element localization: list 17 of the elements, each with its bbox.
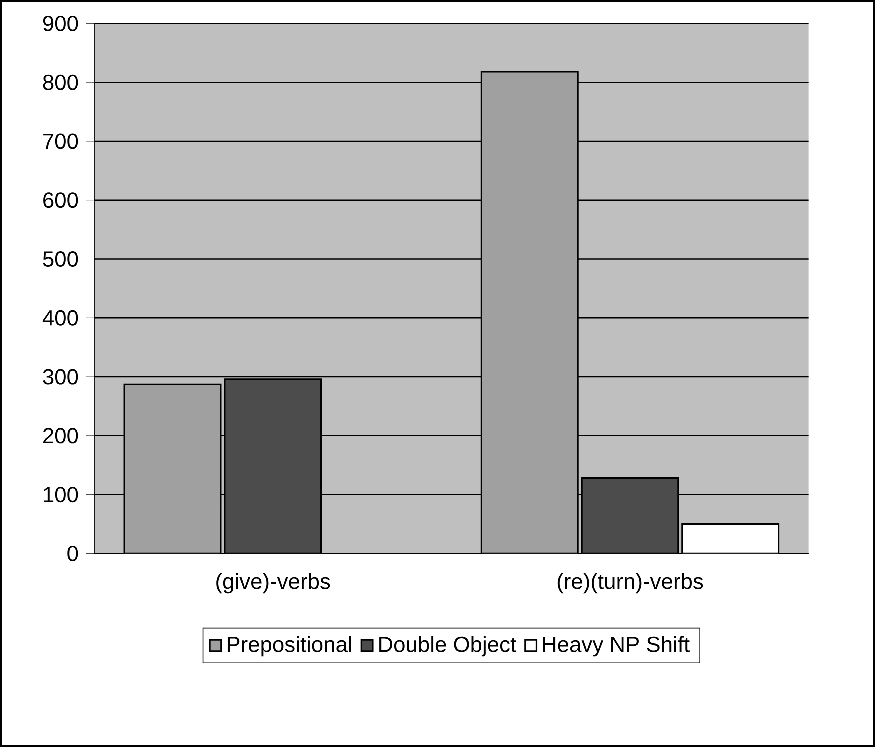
legend-label: Prepositional	[228, 636, 352, 656]
y-tick-label: 800	[43, 74, 78, 90]
legend-label: Heavy NP Shift	[543, 636, 690, 656]
bar	[124, 384, 222, 554]
y-tick-label: 500	[43, 251, 78, 267]
y-tick-label: 400	[42, 310, 78, 326]
x-tick-label: (give)-verbs	[216, 573, 330, 594]
y-tick-label: 100	[44, 486, 78, 502]
y-tick-label: 0	[68, 546, 78, 562]
y-tick-label: 300	[43, 369, 78, 385]
legend-label: Double Object	[380, 636, 516, 656]
y-tick-label: 700	[44, 134, 78, 150]
y-tick-label: 600	[44, 192, 78, 208]
x-tick-label: (re)(turn)-verbs	[558, 573, 704, 594]
bar	[480, 70, 579, 554]
y-tick-label: 200	[44, 428, 78, 444]
y-tick-label: 900	[43, 16, 78, 32]
